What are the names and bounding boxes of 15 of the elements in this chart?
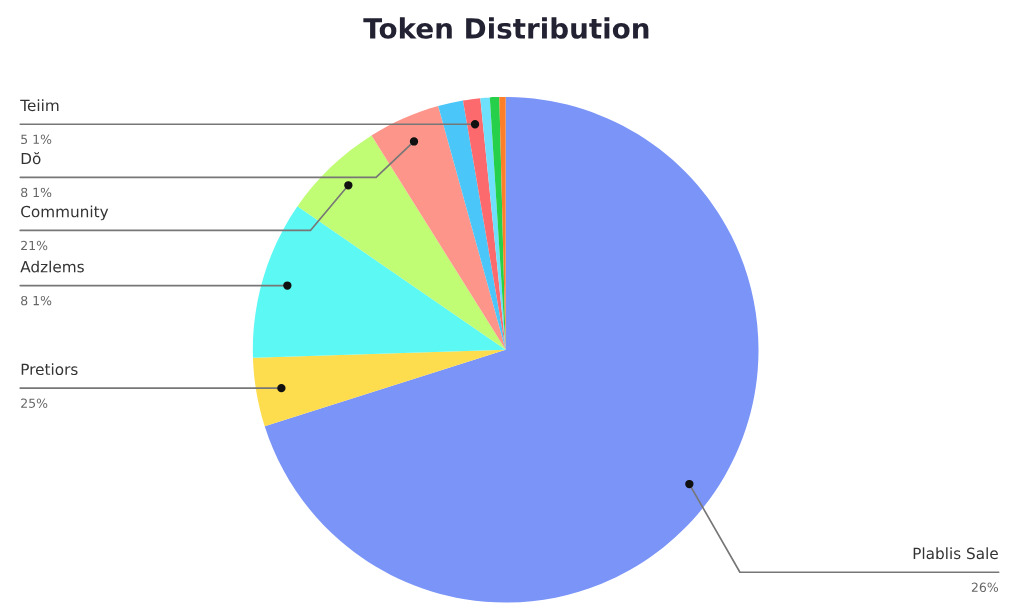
pie-slice — [480, 97, 506, 350]
category-label: Dŏ 8 1% — [21, 152, 52, 198]
chart-title: Token Distribution — [363, 17, 649, 39]
pie-slice — [371, 106, 506, 350]
pie-slice — [489, 96, 506, 350]
category-label: Adzlems 8 1% — [20, 260, 84, 306]
pie-slice — [264, 96, 759, 603]
pie-slice — [462, 98, 506, 350]
category-label: Teiim 5 1% — [20, 99, 59, 145]
category-label: Pretiors 25% — [21, 363, 78, 408]
category-label: Community 21% — [21, 205, 109, 251]
pie-slice — [252, 206, 506, 358]
pie-slice — [252, 349, 506, 427]
category-label: Plablis Sale 26% — [913, 547, 999, 593]
pie-slice — [297, 135, 506, 350]
